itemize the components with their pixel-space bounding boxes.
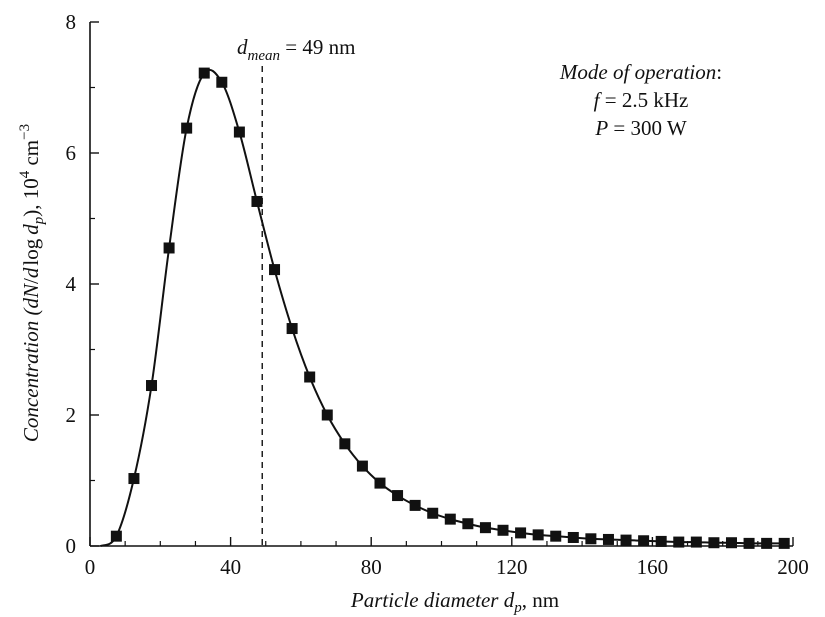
data-point-square [409,499,421,511]
data-point-square [690,536,702,548]
data-point-square [427,507,439,519]
ticks: 0 40 80 120 160 200 0 2 4 6 8 [66,10,809,579]
y-tick-label: 0 [66,534,77,558]
data-point-square [497,524,509,536]
y-tick-label: 2 [66,403,77,427]
data-point-square [761,537,773,549]
y-tick-label: 4 [66,272,77,296]
data-point-square [339,438,351,450]
data-point-square [304,371,316,383]
data-point-square [110,530,122,542]
data-point-square [620,534,632,546]
data-point-square [444,513,456,525]
data-point-square [602,533,614,545]
data-point-square [550,530,562,542]
data-point-square [708,537,720,549]
series-line [100,68,785,547]
data-point-square [286,323,298,335]
data-point-square [462,518,474,530]
data-point-square [233,126,245,138]
data-point-square [128,473,140,485]
data-point-square [585,533,597,545]
data-point-square [479,522,491,534]
data-point-square [374,477,386,489]
x-tick-label: 0 [85,555,96,579]
annotation-mode-title: Mode of operation: [559,60,722,84]
data-point-square [163,242,175,254]
data-point-square [356,460,368,472]
y-tick-label: 8 [66,10,77,34]
data-point-square [743,537,755,549]
data-point-square [392,490,404,502]
x-tick-label: 200 [777,555,809,579]
x-tick-label: 80 [361,555,382,579]
data-point-square [198,67,210,79]
data-point-square [251,195,263,207]
data-point-square [321,409,333,421]
data-point-square [778,537,790,549]
y-tick-label: 6 [66,141,77,165]
data-point-square [638,535,650,547]
data-series [100,67,790,549]
data-point-square [673,536,685,548]
data-point-square [655,535,667,547]
data-point-square [269,264,281,276]
data-point-square [146,380,158,392]
annotation-power: P = 300 W [594,116,687,140]
data-point-square [515,527,527,539]
x-tick-label: 40 [220,555,241,579]
x-tick-label: 120 [496,555,528,579]
annotation-frequency: f = 2.5 kHz [594,88,689,112]
data-point-square [567,531,579,543]
mean-diameter-label: dmean = 49 nm [237,35,355,64]
x-tick-label: 160 [637,555,669,579]
x-axis-title: Particle diameter dp, nm [350,588,559,616]
data-point-square [216,76,228,88]
data-point-square [532,529,544,541]
data-point-square [725,537,737,549]
data-point-square [181,122,193,134]
y-axis-title: Concentration (dN/dlogdp), 104 cm−3 [17,124,47,442]
